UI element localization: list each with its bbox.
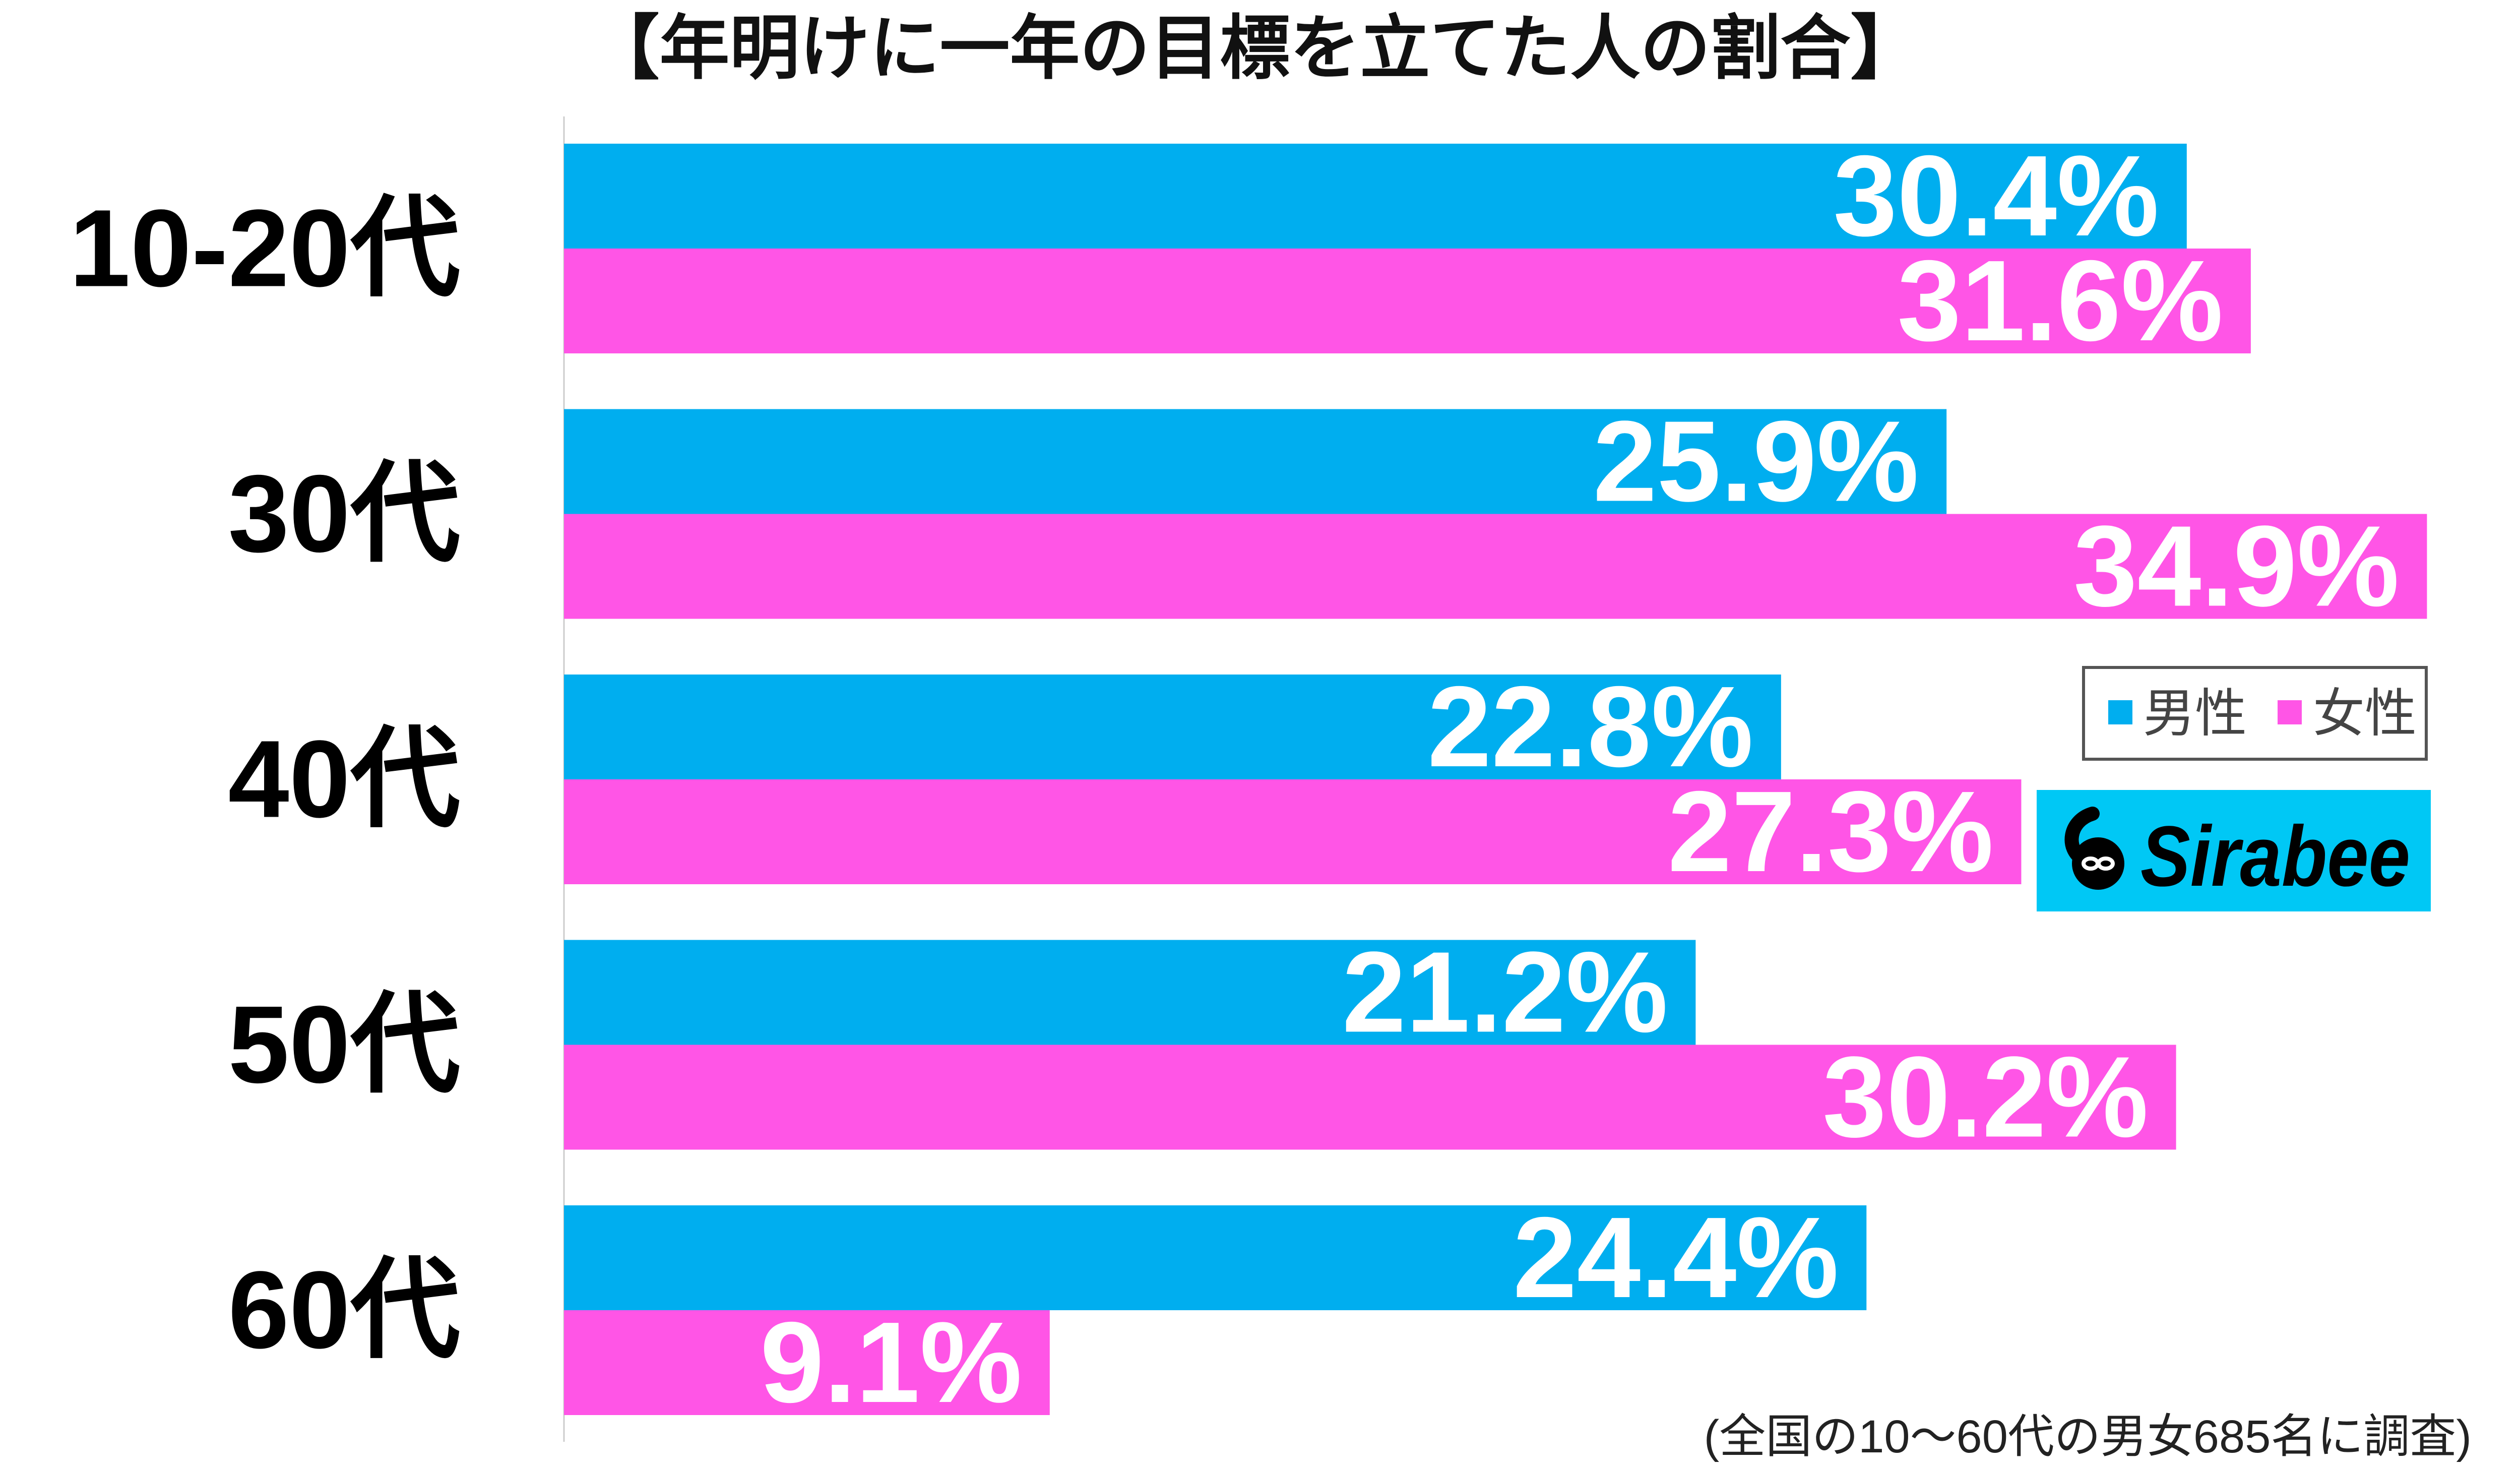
value-label: 9.1% bbox=[760, 1299, 1022, 1427]
bar-male bbox=[564, 409, 1947, 514]
value-unit: % bbox=[1816, 398, 1919, 526]
category-label: 10-20代 bbox=[69, 188, 460, 310]
value-unit: % bbox=[1651, 663, 1753, 791]
brand-logo-text: Sirabee bbox=[2140, 809, 2410, 904]
value-label: 22.8% bbox=[1427, 663, 1753, 791]
legend-label-female: 女性 bbox=[2313, 685, 2417, 743]
value-number: 30.2 bbox=[1822, 1033, 2046, 1161]
sirabee-logo-icon bbox=[2064, 807, 2124, 890]
value-unit: % bbox=[1566, 929, 1668, 1057]
value-label: 27.3% bbox=[1668, 768, 1994, 896]
bar-male bbox=[564, 144, 2187, 249]
value-label: 31.6% bbox=[1897, 237, 2223, 365]
value-number: 22.8 bbox=[1427, 663, 1651, 791]
value-number: 31.6 bbox=[1897, 237, 2121, 365]
value-unit: % bbox=[2121, 237, 2223, 365]
value-label: 25.9% bbox=[1593, 398, 1919, 526]
value-unit: % bbox=[920, 1299, 1022, 1427]
legend-swatch-male bbox=[2108, 700, 2132, 724]
category-labels-layer: 10-20代 30代 40代 50代 60代 bbox=[69, 188, 460, 1372]
bar-female bbox=[564, 1045, 2176, 1150]
value-number: 30.4 bbox=[1833, 132, 2057, 260]
value-label: 30.2% bbox=[1822, 1033, 2149, 1161]
category-label: 60代 bbox=[228, 1249, 460, 1372]
value-unit: % bbox=[2297, 503, 2400, 631]
category-label: 40代 bbox=[228, 718, 460, 841]
chart-title: 【年明けに一年の目標を立てた人の割合】 bbox=[590, 10, 1921, 88]
bar-female bbox=[564, 249, 2251, 353]
bars-layer bbox=[564, 144, 2427, 1415]
value-number: 25.9 bbox=[1593, 398, 1817, 526]
value-label: 34.9% bbox=[2073, 503, 2400, 631]
value-labels-layer: 30.4%31.6%25.9%34.9%22.8%27.3%21.2%30.2%… bbox=[760, 132, 2399, 1427]
bar-female bbox=[564, 1310, 1050, 1415]
value-unit: % bbox=[1892, 768, 1994, 896]
value-unit: % bbox=[1737, 1194, 1839, 1322]
value-number: 27.3 bbox=[1668, 768, 1892, 896]
value-number: 21.2 bbox=[1342, 929, 1566, 1057]
legend-label-male: 男性 bbox=[2143, 685, 2247, 743]
bar-female bbox=[564, 779, 2022, 884]
survey-note: (全国の10〜60代の男女685名に調査) bbox=[1704, 1411, 2472, 1462]
bar-male bbox=[564, 940, 1696, 1045]
value-number: 34.9 bbox=[2073, 503, 2297, 631]
legend-swatch-female bbox=[2278, 700, 2302, 724]
value-number: 24.4 bbox=[1513, 1194, 1737, 1322]
bar-female bbox=[564, 514, 2427, 619]
value-number: 9.1 bbox=[760, 1299, 920, 1427]
category-label: 50代 bbox=[228, 984, 460, 1106]
value-label: 24.4% bbox=[1513, 1194, 1839, 1322]
legend-box bbox=[2082, 666, 2428, 761]
bar-male bbox=[564, 1205, 1867, 1310]
value-unit: % bbox=[2046, 1033, 2149, 1161]
value-unit: % bbox=[2057, 132, 2159, 260]
legend: 男性 女性 bbox=[2082, 666, 2428, 761]
value-label: 30.4% bbox=[1833, 132, 2159, 260]
value-label: 21.2% bbox=[1342, 929, 1668, 1057]
brand-logo: Sirabee bbox=[2037, 790, 2431, 911]
bar-male bbox=[564, 675, 1781, 779]
category-label: 30代 bbox=[228, 453, 460, 575]
